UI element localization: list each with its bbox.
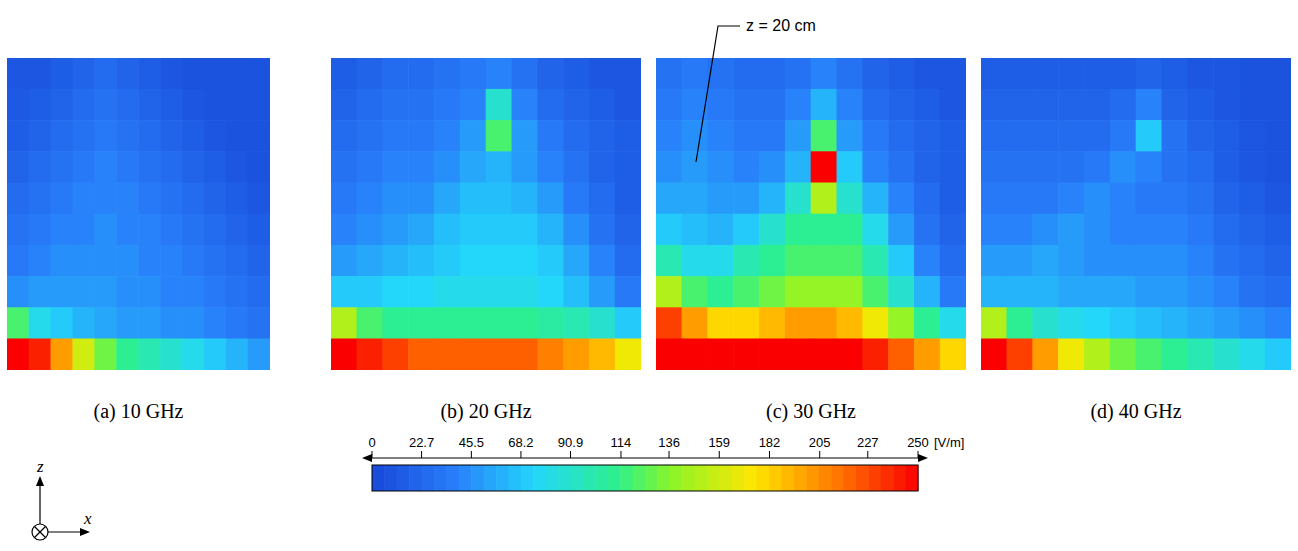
svg-text:182: 182 xyxy=(759,435,781,450)
svg-text:x: x xyxy=(83,509,92,528)
svg-text:22.7: 22.7 xyxy=(409,435,434,450)
svg-text:159: 159 xyxy=(708,435,730,450)
svg-text:(a) 10 GHz: (a) 10 GHz xyxy=(94,400,184,423)
svg-text:(b) 20 GHz: (b) 20 GHz xyxy=(440,400,531,423)
svg-text:136: 136 xyxy=(658,435,680,450)
svg-text:0: 0 xyxy=(368,435,375,450)
svg-text:68.2: 68.2 xyxy=(508,435,533,450)
svg-text:z: z xyxy=(36,457,44,476)
svg-text:(c) 30 GHz: (c) 30 GHz xyxy=(766,400,856,423)
svg-text:(d) 40 GHz: (d) 40 GHz xyxy=(1090,400,1181,423)
svg-text:227: 227 xyxy=(857,435,879,450)
svg-text:114: 114 xyxy=(611,435,632,450)
svg-text:45.5: 45.5 xyxy=(459,435,484,450)
svg-text:[V/m]: [V/m] xyxy=(934,435,964,450)
svg-text:205: 205 xyxy=(809,435,831,450)
svg-text:z = 20 cm: z = 20 cm xyxy=(746,17,816,34)
svg-text:250: 250 xyxy=(907,435,929,450)
svg-text:90.9: 90.9 xyxy=(558,435,583,450)
